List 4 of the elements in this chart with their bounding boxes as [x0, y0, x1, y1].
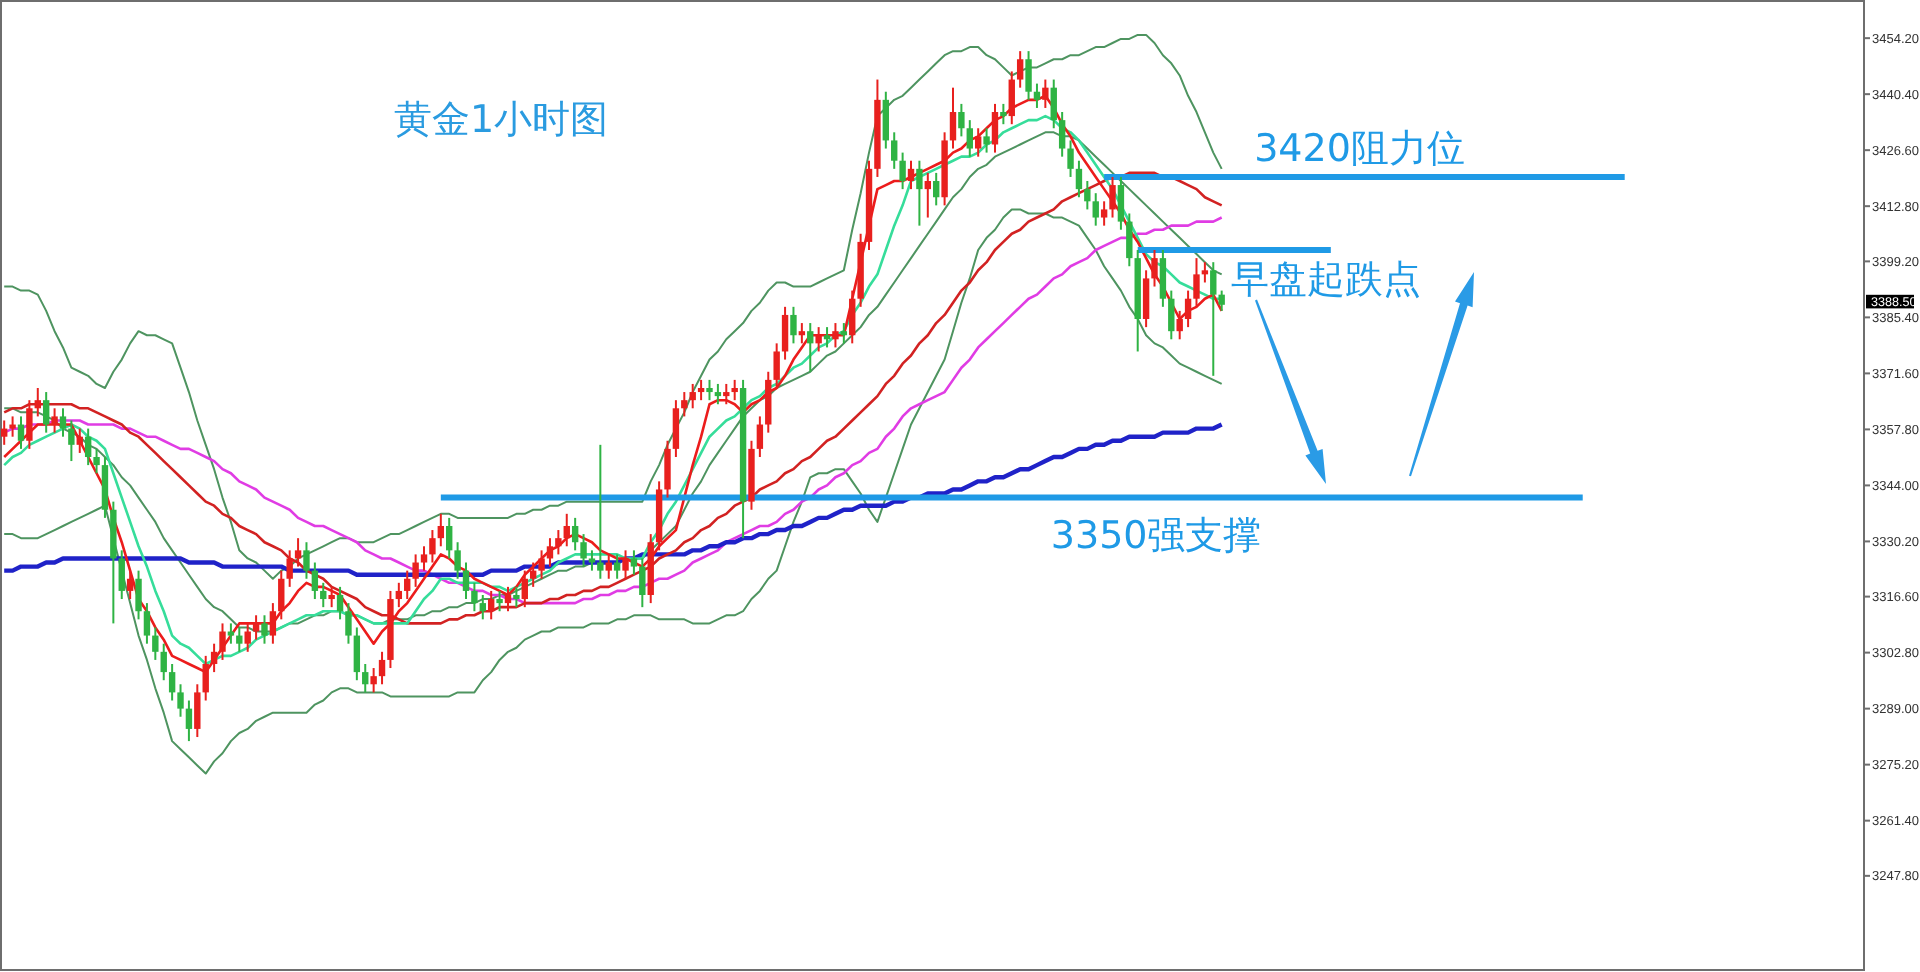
series-label: 3420阻力位	[1254, 126, 1465, 171]
series-label: 早盘起跌点	[1230, 258, 1421, 303]
text: 黄金1小时图	[394, 98, 609, 142]
series-label: 3350强支撑	[1050, 513, 1262, 558]
